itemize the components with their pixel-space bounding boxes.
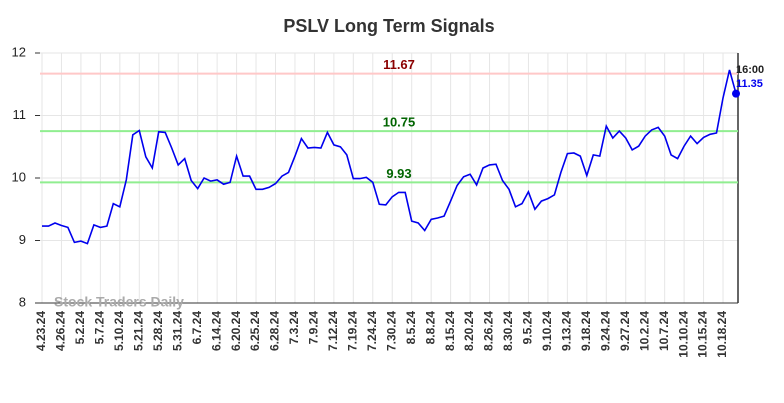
x-tick-label: 4.23.24 [34, 311, 48, 351]
x-tick-label: 9.10.24 [540, 311, 554, 351]
x-tick-label: 7.24.24 [365, 311, 379, 351]
x-tick-label: 6.25.24 [248, 311, 262, 351]
y-tick-label: 10 [12, 169, 26, 184]
x-tick-label: 9.18.24 [579, 311, 593, 351]
y-tick-label: 12 [12, 44, 26, 59]
x-tick-label: 8.8.24 [423, 311, 437, 345]
x-tick-label: 5.10.24 [112, 311, 126, 351]
x-tick-label: 10.2.24 [637, 311, 651, 351]
x-tick-label: 5.21.24 [131, 311, 145, 351]
x-tick-label: 5.31.24 [170, 311, 184, 351]
x-tick-label: 9.27.24 [618, 311, 632, 351]
y-tick-label: 8 [19, 294, 26, 309]
x-tick-label: 5.7.24 [93, 311, 107, 345]
x-tick-label: 6.28.24 [268, 311, 282, 351]
x-tick-label: 8.20.24 [462, 311, 476, 351]
x-tick-label: 6.20.24 [229, 311, 243, 351]
signal-label: 10.75 [383, 115, 416, 130]
x-tick-label: 9.5.24 [521, 311, 535, 345]
last-time: 16:00 [736, 64, 764, 76]
x-tick-label: 6.14.24 [209, 311, 223, 351]
chart-title: PSLV Long Term Signals [283, 16, 494, 36]
x-tick-label: 8.26.24 [482, 311, 496, 351]
x-tick-label: 10.10.24 [676, 311, 690, 358]
y-tick-label: 9 [19, 232, 26, 247]
signal-label: 9.93 [386, 166, 411, 181]
x-tick-label: 6.7.24 [190, 311, 204, 345]
x-tick-label: 7.3.24 [287, 311, 301, 345]
last-value: 11.35 [736, 78, 763, 90]
x-tick-label: 10.15.24 [696, 311, 710, 358]
x-tick-label: 5.28.24 [151, 311, 165, 351]
x-tick-label: 7.12.24 [326, 311, 340, 351]
x-tick-label: 7.30.24 [384, 311, 398, 351]
x-tick-label: 9.13.24 [560, 311, 574, 351]
x-tick-label: 7.9.24 [307, 311, 321, 345]
x-tick-label: 8.30.24 [501, 311, 515, 351]
y-tick-label: 11 [13, 107, 27, 122]
x-tick-label: 4.26.24 [54, 311, 68, 351]
x-tick-label: 10.7.24 [657, 311, 671, 351]
watermark: Stock Traders Daily [54, 294, 184, 310]
x-tick-label: 5.2.24 [73, 311, 87, 345]
x-tick-label: 8.5.24 [404, 311, 418, 345]
x-tick-label: 9.24.24 [598, 311, 612, 351]
last-point [732, 89, 740, 98]
price-line [42, 69, 737, 245]
signal-label: 11.67 [383, 57, 415, 72]
x-tick-label: 7.19.24 [345, 311, 359, 351]
x-tick-label: 8.15.24 [443, 311, 457, 351]
x-tick-label: 10.18.24 [715, 311, 729, 358]
